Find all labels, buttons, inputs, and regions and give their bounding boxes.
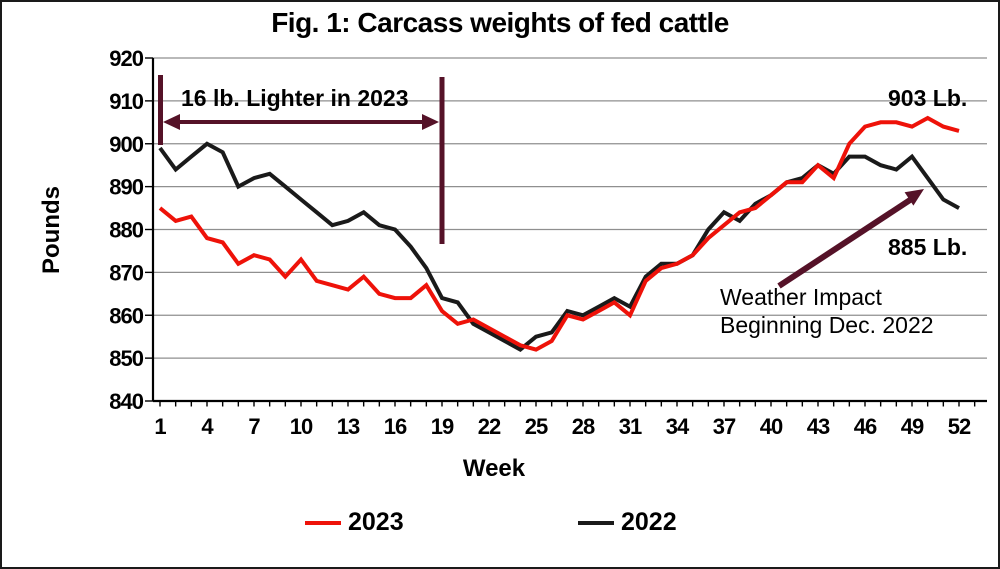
x-tick-label: 16: [384, 414, 407, 439]
series-2023-line: [158, 115, 960, 352]
x-tick-label: 40: [760, 414, 783, 439]
x-tick-label: 19: [431, 414, 454, 439]
legend-label-2022: 2022: [621, 508, 677, 536]
x-tick-label: 13: [337, 414, 360, 439]
x-tick-label: 49: [901, 414, 924, 439]
x-tick-label: 4: [201, 414, 214, 439]
x-tick-label: 22: [478, 414, 501, 439]
x-tick-label: 25: [525, 414, 548, 439]
x-tick-label: 1: [154, 414, 166, 439]
x-tick-label: 31: [619, 414, 642, 439]
weather-annotation-line1: Weather Impact: [720, 284, 883, 310]
x-tick-label: 34: [666, 414, 690, 439]
legend-swatch-2023: [305, 520, 341, 525]
x-tick-label: 7: [248, 414, 260, 439]
x-tick-label: 52: [948, 414, 971, 439]
end-label-2022: 885 Lb.: [888, 234, 967, 260]
x-tick-label: 46: [854, 414, 877, 439]
weather-annotation-line2: Beginning Dec. 2022: [720, 312, 934, 338]
end-label-2023: 903 Lb.: [888, 85, 967, 111]
y-tick-label: 900: [109, 132, 143, 157]
legend-item-2023: 2023: [305, 508, 404, 537]
x-tick-label: 10: [290, 414, 313, 439]
lighter-arrow-left-head: [163, 114, 180, 130]
y-axis-title: Pounds: [38, 186, 65, 274]
y-tick-label: 860: [109, 303, 143, 328]
x-tick-label: 28: [572, 414, 595, 439]
chart-title: Fig. 1: Carcass weights of fed cattle: [271, 7, 729, 38]
lighter-annotation: 16 lb. Lighter in 2023: [181, 85, 409, 111]
y-tick-label: 880: [109, 218, 143, 243]
legend-label-2023: 2023: [348, 508, 404, 536]
legend-item-2022: 2022: [578, 508, 677, 537]
legend-swatch-2022: [578, 520, 614, 525]
y-tick-label: 850: [109, 346, 143, 371]
y-tick-label: 870: [109, 260, 143, 285]
weather-arrow-head: [904, 189, 924, 206]
x-tick-label: 43: [807, 414, 830, 439]
y-tick-label: 840: [109, 389, 143, 414]
x-axis-title: Week: [463, 455, 526, 482]
y-tick-label: 910: [109, 89, 143, 114]
weather-arrow-shaft: [777, 197, 912, 289]
y-tick-label: 890: [109, 175, 143, 200]
lighter-arrow-right-head: [422, 114, 439, 130]
annotations-layer: 16 lb. Lighter in 2023 Weather Impact Be…: [158, 75, 967, 338]
y-tick-label: 920: [109, 46, 143, 71]
x-tick-label: 37: [713, 414, 736, 439]
